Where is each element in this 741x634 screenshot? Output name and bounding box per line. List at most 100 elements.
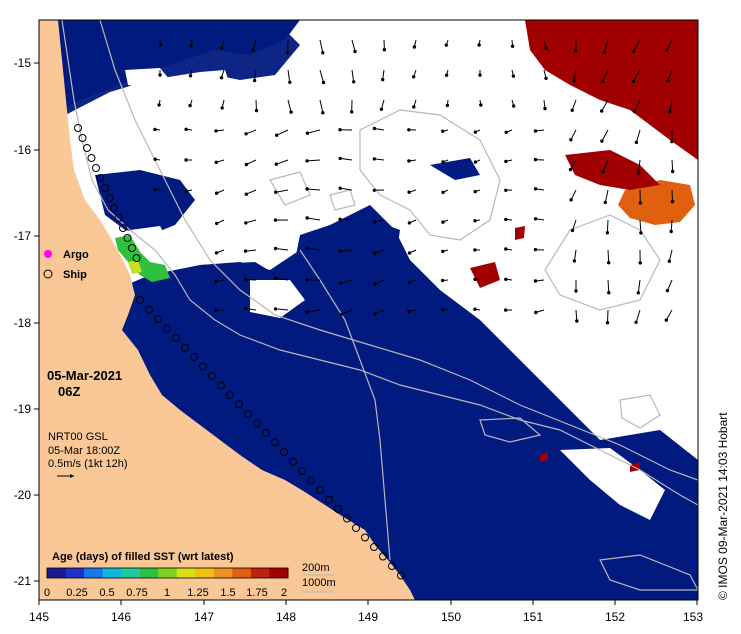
- current-arrow-icon: [575, 309, 578, 322]
- current-arrowhead-icon: [188, 103, 192, 108]
- current-arrowhead-icon: [184, 189, 188, 193]
- current-arrow-icon: [666, 39, 673, 51]
- current-arrowhead-icon: [632, 49, 636, 53]
- current-arrowhead-icon: [605, 231, 610, 235]
- current-arrow-icon: [639, 219, 642, 233]
- current-arrow-icon: [245, 307, 257, 311]
- current-arrowhead-icon: [273, 246, 278, 251]
- ship-position-icon: [181, 343, 189, 352]
- argo-marker-icon: [44, 250, 52, 258]
- current-arrow-icon: [570, 129, 577, 140]
- current-arrow-icon: [340, 218, 353, 221]
- current-arrowhead-icon: [321, 80, 326, 85]
- current-arrowhead-icon: [305, 310, 309, 314]
- current-arrowhead-icon: [184, 158, 188, 162]
- current-arrow-icon: [607, 279, 610, 293]
- current-arrowhead-icon: [243, 277, 248, 282]
- current-arrowhead-icon: [157, 103, 161, 107]
- current-arrowhead-icon: [219, 76, 224, 80]
- current-arrowhead-icon: [372, 157, 377, 161]
- current-arrowhead-icon: [477, 43, 481, 47]
- ship-label: Ship: [63, 269, 87, 281]
- current-arrowhead-icon: [670, 199, 675, 204]
- y-tick-label: -20: [14, 488, 32, 502]
- current-arrowhead-icon: [601, 170, 605, 174]
- marker-legend: Argo Ship: [43, 249, 89, 281]
- current-source: NRT00 GSL: [48, 431, 108, 443]
- current-arrow-icon: [275, 248, 289, 251]
- colorbar-swatch: [102, 568, 122, 578]
- current-arrowhead-icon: [574, 49, 578, 53]
- colorbar-frame: [46, 567, 289, 579]
- y-axis: -15 -16 -17 -18 -19 -20 -21: [14, 56, 39, 588]
- current-arrow-icon: [606, 219, 609, 233]
- current-arrow-icon: [603, 39, 609, 53]
- current-arrowhead-icon: [504, 308, 508, 312]
- current-arrowhead-icon: [153, 127, 157, 132]
- colorbar-swatch: [65, 568, 85, 578]
- current-arrowhead-icon: [473, 277, 477, 281]
- current-arrow-icon: [276, 129, 289, 136]
- ship-position-icon: [101, 184, 109, 192]
- land-mass: [39, 20, 415, 600]
- current-arrowhead-icon: [214, 160, 218, 165]
- current-arrowhead-icon: [305, 187, 309, 191]
- current-arrowhead-icon: [251, 48, 255, 52]
- current-arrow-icon: [254, 69, 257, 81]
- current-arrow-icon: [340, 309, 353, 316]
- current-arrow-icon: [671, 159, 674, 172]
- current-arrow-icon: [601, 99, 609, 112]
- current-arrow-icon: [340, 249, 353, 252]
- current-arrowhead-icon: [504, 247, 508, 251]
- current-arrow-icon: [570, 189, 577, 201]
- ship-position-icon: [136, 296, 144, 304]
- current-arrowhead-icon: [533, 129, 538, 133]
- current-arrow-icon: [602, 69, 609, 82]
- sst-age-1-6-region: [618, 180, 695, 225]
- current-arrowhead-icon: [407, 251, 412, 255]
- current-arrow-icon: [245, 278, 257, 281]
- current-arrowhead-icon: [631, 79, 636, 83]
- current-arrowhead-icon: [373, 282, 377, 286]
- current-arrow-icon: [668, 249, 673, 262]
- current-arrowhead-icon: [273, 307, 278, 311]
- current-arrowhead-icon: [214, 280, 218, 284]
- current-arrowhead-icon: [572, 79, 576, 83]
- current-arrow-icon: [245, 249, 257, 252]
- current-arrow-icon: [607, 249, 610, 263]
- ship-position-icon: [226, 391, 234, 399]
- current-arrowhead-icon: [338, 217, 342, 222]
- ship-position-icon: [289, 457, 297, 466]
- current-arrowhead-icon: [407, 159, 411, 163]
- current-arrowhead-icon: [504, 277, 508, 281]
- ship-position-icon: [235, 400, 243, 409]
- current-arrowhead-icon: [189, 44, 194, 48]
- colorbar-tick: 0.5: [99, 587, 114, 599]
- ship-position-icon: [370, 543, 378, 551]
- sst-age-2-region: [470, 20, 698, 472]
- current-arrowhead-icon: [373, 312, 377, 316]
- colorbar-swatch: [176, 568, 196, 578]
- current-arrowhead-icon: [441, 160, 445, 164]
- ship-position-icon: [110, 204, 118, 212]
- current-arrowhead-icon: [533, 247, 538, 252]
- current-arrowhead-icon: [504, 188, 508, 193]
- ship-position-icon: [316, 486, 324, 494]
- current-arrowhead-icon: [353, 49, 357, 54]
- current-arrow-icon: [667, 69, 673, 81]
- current-arrowhead-icon: [274, 190, 278, 194]
- current-arrowhead-icon: [544, 46, 548, 50]
- current-arrowhead-icon: [636, 171, 641, 175]
- ship-position-icon: [154, 315, 162, 323]
- colorbar-tick: 1: [164, 587, 170, 599]
- current-arrowhead-icon: [533, 217, 538, 221]
- current-arrowhead-icon: [473, 307, 477, 311]
- current-arrowhead-icon: [219, 46, 224, 50]
- ship-position-icon: [199, 362, 207, 371]
- current-arrow-icon: [307, 188, 321, 191]
- colorbar-tick: 0.25: [66, 587, 87, 599]
- ship-position-icon: [83, 144, 91, 152]
- current-arrowhead-icon: [572, 259, 577, 263]
- colorbar-swatch: [232, 568, 252, 578]
- colorbar: Age (days) of filled SST (wrt latest) 0 …: [44, 551, 289, 599]
